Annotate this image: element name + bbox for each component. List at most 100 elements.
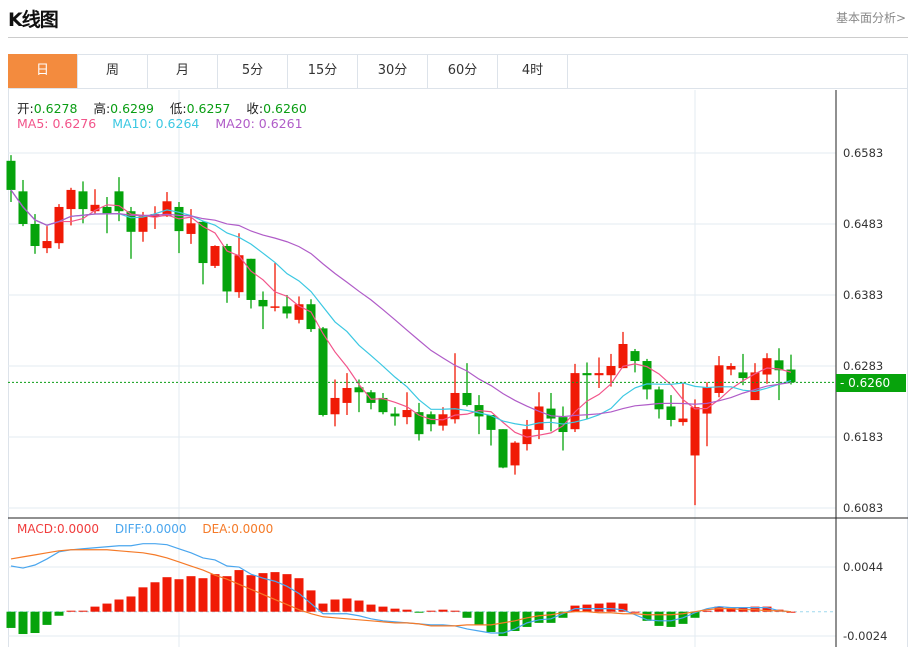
divider xyxy=(8,37,908,38)
candle-up xyxy=(186,223,196,234)
macd-bar xyxy=(282,574,292,612)
candle-up xyxy=(402,410,412,418)
close-value: 0.6260 xyxy=(263,101,307,116)
candle-down xyxy=(786,369,796,383)
macd-bar xyxy=(342,598,352,612)
candle-down xyxy=(738,372,748,379)
candle-down xyxy=(498,429,508,468)
macd-bar xyxy=(702,610,712,612)
tab-5min[interactable]: 5分 xyxy=(218,54,288,88)
candle-up xyxy=(714,365,724,393)
ma10-legend: MA10: 0.6264 xyxy=(112,116,200,131)
candle-down xyxy=(6,160,16,190)
tab-week[interactable]: 周 xyxy=(78,54,148,88)
candle-up xyxy=(42,241,52,249)
candle-up xyxy=(606,366,616,376)
macd-bar xyxy=(114,599,124,612)
low-value: 0.6257 xyxy=(186,101,231,116)
candle-up xyxy=(678,418,688,423)
candle-up xyxy=(510,442,520,466)
tab-60min[interactable]: 60分 xyxy=(428,54,498,88)
macd-bar xyxy=(366,604,376,612)
candle-down xyxy=(630,351,640,362)
macd-bar xyxy=(786,611,796,613)
ma-legend: MA5: 0.6276 MA10: 0.6264 MA20: 0.6261 xyxy=(17,116,315,131)
candle-up xyxy=(702,387,712,414)
macd-value: MACD:0.0000 xyxy=(17,522,100,536)
macd-bar xyxy=(162,577,172,612)
macd-bar xyxy=(78,610,88,612)
macd-bar xyxy=(246,575,256,612)
macd-bar xyxy=(474,611,484,625)
candle-up xyxy=(594,373,604,376)
macd-bar xyxy=(306,590,316,612)
macd-bar xyxy=(174,579,184,612)
candle-down xyxy=(258,299,268,307)
candle-up xyxy=(66,189,76,210)
macd-bar xyxy=(666,611,676,627)
macd-bar xyxy=(222,576,232,612)
macd-bar xyxy=(642,611,652,621)
tab-day[interactable]: 日 xyxy=(8,54,78,88)
macd-bar xyxy=(618,603,628,612)
candle-up xyxy=(726,366,736,370)
candle-up xyxy=(570,373,580,430)
candle-down xyxy=(78,191,88,210)
macd-bar xyxy=(402,609,412,612)
macd-bar xyxy=(138,587,148,612)
diff-value: DIFF:0.0000 xyxy=(114,522,187,536)
macd-bar xyxy=(690,611,700,618)
candle-down xyxy=(102,206,112,214)
price-tick: 0.6583 xyxy=(843,146,884,160)
macd-bar xyxy=(66,610,76,612)
macd-bar xyxy=(354,600,364,612)
candle-down xyxy=(462,392,472,406)
tab-15min[interactable]: 15分 xyxy=(288,54,358,88)
ohlc-legend: 开:0.6278 高:0.6299 低:0.6257 收:0.6260 xyxy=(17,98,319,117)
candle-down xyxy=(126,211,136,232)
macd-bar xyxy=(186,576,196,612)
candle-up xyxy=(138,216,148,232)
macd-bar xyxy=(126,596,136,612)
candle-down xyxy=(282,306,292,314)
candle-up xyxy=(162,201,172,217)
candle-down xyxy=(414,412,424,435)
tab-4hour[interactable]: 4时 xyxy=(498,54,568,88)
macd-bar xyxy=(294,578,304,612)
low-label: 低: xyxy=(169,101,187,116)
macd-bar xyxy=(390,608,400,612)
macd-bar xyxy=(90,606,100,612)
macd-bar xyxy=(522,611,532,627)
macd-bar xyxy=(498,611,508,637)
candle-up xyxy=(342,388,352,403)
tab-30min[interactable]: 30分 xyxy=(358,54,428,88)
high-label: 高: xyxy=(93,101,111,116)
macd-bar xyxy=(6,611,16,628)
macd-bar xyxy=(546,611,556,623)
close-label: 收: xyxy=(246,101,264,116)
open-label: 开: xyxy=(17,101,34,116)
macd-bar xyxy=(558,611,568,618)
candle-down xyxy=(642,361,652,390)
candle-up xyxy=(54,206,64,244)
macd-bar xyxy=(210,574,220,612)
macd-bar xyxy=(270,572,280,612)
macd-bar xyxy=(150,582,160,612)
tab-month[interactable]: 月 xyxy=(148,54,218,88)
macd-bar xyxy=(30,611,40,634)
candle-down xyxy=(378,397,388,413)
candle-up xyxy=(690,407,700,456)
price-tick: 0.6183 xyxy=(843,430,884,444)
dea-value: DEA:0.0000 xyxy=(202,522,274,536)
macd-bar xyxy=(486,611,496,632)
candle-down xyxy=(366,392,376,403)
candle-up xyxy=(294,304,304,320)
macd-bar xyxy=(438,609,448,612)
page-title: K线图 xyxy=(8,9,59,31)
candle-up xyxy=(330,397,340,415)
candle-down xyxy=(546,408,556,419)
candle-down xyxy=(306,304,316,330)
fundamental-analysis-link[interactable]: 基本面分析> xyxy=(835,11,906,25)
diff-line xyxy=(10,543,792,634)
